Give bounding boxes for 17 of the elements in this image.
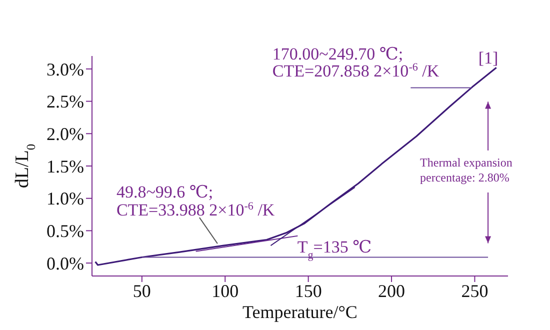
x-tick-label: 250 — [461, 280, 488, 301]
y-tick-label: 0.0% — [46, 253, 84, 274]
x-tick-label: 150 — [294, 280, 322, 301]
x-axis-title: Temperature/°C — [242, 302, 358, 322]
annotation: 170.00~249.70 ℃; CTE=207.858 2×10$^{-6}$ /K — [272, 44, 440, 81]
x-tick-label: 50 — [132, 280, 151, 301]
y-tick-label: 2.5% — [46, 92, 84, 112]
y-tick-label: 2.0% — [46, 124, 84, 144]
annotation: Thermal expansion percentage: 2.80% — [420, 155, 512, 184]
y-tick-label: 3.0% — [46, 59, 84, 80]
y-tick-label: 1.0% — [46, 188, 84, 209]
annotation: 49.8~99.6 ℃; CTE=33.988 2×10$^{-6}$ /K — [116, 182, 276, 220]
y-tick-label: 0.5% — [46, 221, 84, 242]
y-tick-label: 1.5% — [46, 156, 84, 176]
x-tick-label: 200 — [378, 280, 406, 301]
series-label: [1] — [478, 48, 498, 68]
x-tick-label: 100 — [212, 280, 239, 301]
